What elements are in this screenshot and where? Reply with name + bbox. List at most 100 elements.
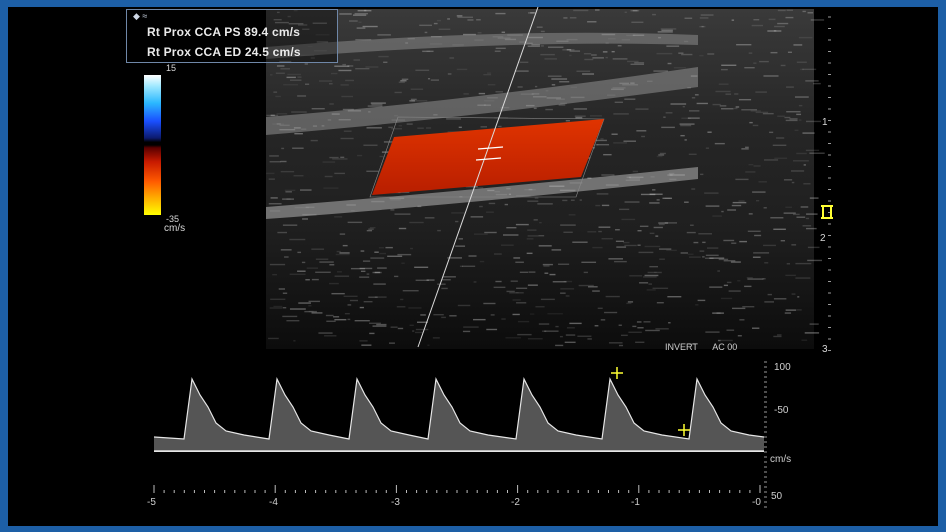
speckle: [282, 315, 298, 318]
speckle: [785, 16, 794, 19]
speckle: [512, 313, 520, 316]
speckle: [505, 337, 521, 339]
speckle: [302, 28, 310, 30]
color-scale-min: -35: [166, 214, 180, 224]
speckle: [668, 322, 671, 324]
speckle: [601, 174, 615, 176]
speckle: [665, 112, 673, 114]
speckle: [368, 296, 378, 298]
speckle: [618, 344, 624, 347]
speckle: [538, 323, 550, 325]
speckle: [562, 199, 568, 202]
speckle: [269, 307, 283, 309]
speckle: [752, 327, 760, 329]
speckle: [437, 283, 446, 285]
speckle: [796, 61, 807, 63]
speckle: [643, 321, 651, 323]
speckle: [810, 19, 825, 21]
speckle: [611, 50, 615, 53]
speckle: [357, 154, 363, 157]
speckle: [354, 12, 368, 15]
speckle: [652, 189, 656, 191]
speckle: [654, 271, 657, 274]
speckle: [595, 204, 601, 207]
speckle: [747, 278, 764, 280]
speckle: [400, 80, 407, 82]
speckle: [575, 116, 583, 119]
speckle: [424, 217, 435, 219]
speckle: [805, 149, 820, 152]
speckle: [802, 132, 815, 134]
speckle: [559, 335, 563, 338]
speckle: [592, 290, 600, 292]
speckle: [350, 267, 365, 270]
speckle: [664, 197, 671, 199]
speckle: [587, 21, 597, 23]
speckle: [732, 307, 746, 310]
speckle: [600, 138, 604, 140]
speckle: [342, 244, 348, 247]
speckle: [282, 292, 288, 294]
speckle: [624, 11, 627, 13]
speckle: [560, 288, 575, 290]
speckle: [479, 260, 485, 263]
speckle: [426, 279, 435, 281]
speckle: [280, 170, 295, 173]
speckle: [688, 343, 696, 345]
speckle: [484, 231, 497, 234]
speckle: [273, 19, 282, 21]
speckle: [545, 108, 553, 111]
speckle: [723, 260, 736, 262]
speckle: [735, 106, 740, 108]
speckle: [442, 276, 456, 278]
speckle: [794, 129, 799, 132]
speckle: [721, 64, 737, 66]
time-label-0: -0: [752, 497, 761, 508]
speckle: [504, 203, 509, 206]
speckle: [785, 309, 797, 311]
speckle: [600, 319, 606, 321]
speckle: [658, 154, 665, 156]
speckle: [694, 94, 699, 96]
speckle: [581, 261, 597, 264]
speckle: [731, 19, 735, 21]
speckle: [773, 335, 782, 338]
speckle: [653, 70, 668, 72]
speckle: [794, 96, 809, 98]
speckle: [570, 199, 575, 201]
speckle: [784, 312, 792, 314]
speckle: [759, 60, 769, 63]
speckle: [608, 342, 623, 344]
speckle: [269, 263, 286, 266]
speckle: [323, 187, 339, 189]
speckle: [605, 295, 620, 298]
speckle: [415, 328, 429, 331]
speckle: [480, 126, 488, 128]
speckle: [339, 252, 350, 254]
speckle: [695, 304, 699, 306]
speckle: [276, 113, 288, 115]
speckle: [534, 85, 538, 88]
speckle: [802, 68, 817, 71]
speckle: [527, 45, 540, 47]
speckle: [750, 110, 761, 112]
speckle: [530, 12, 535, 14]
speckle: [611, 133, 618, 135]
speckle: [513, 257, 521, 259]
speckle: [624, 244, 637, 247]
speckle: [787, 51, 792, 53]
speckle: [718, 258, 729, 261]
speckle: [657, 31, 673, 33]
speckle: [631, 21, 644, 23]
speckle: [266, 114, 279, 117]
doppler-cursor-line: [417, 7, 539, 348]
speckle: [704, 192, 719, 194]
speckle: [763, 75, 779, 77]
speckle: [324, 335, 337, 337]
speckle: [449, 315, 457, 317]
speckle: [739, 319, 745, 321]
speckle: [725, 93, 732, 95]
speckle: [308, 310, 314, 313]
speckle: [687, 253, 694, 255]
speckle: [336, 271, 342, 273]
